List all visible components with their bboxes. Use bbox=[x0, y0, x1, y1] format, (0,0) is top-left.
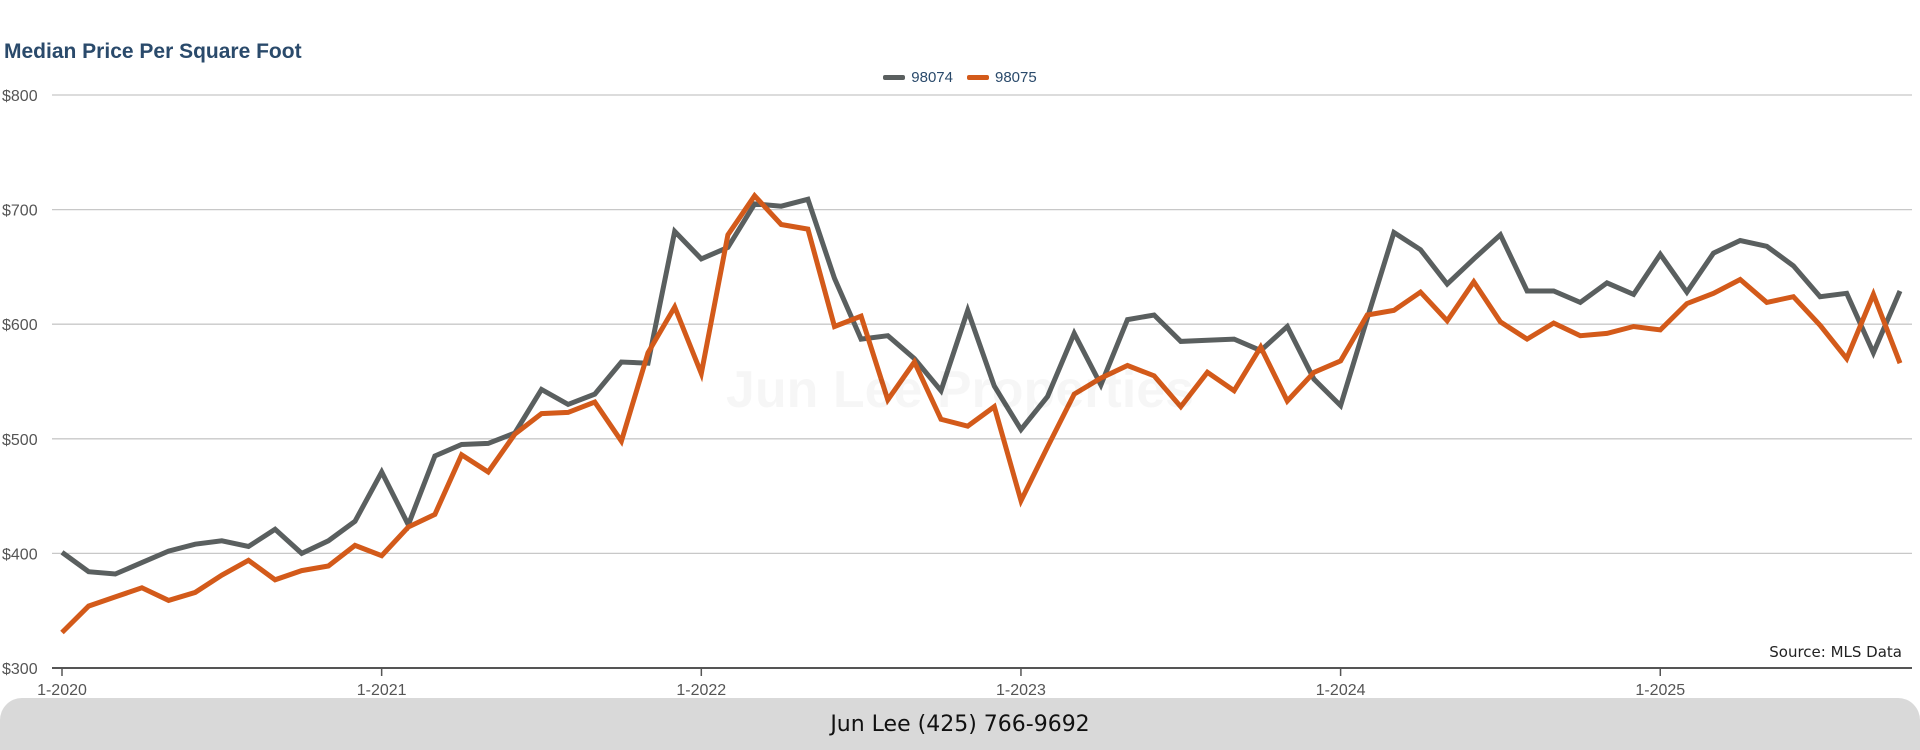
legend-item-98075[interactable]: 98075 bbox=[967, 69, 1037, 86]
source-note: Source: MLS Data bbox=[1769, 643, 1902, 661]
legend-label-98075: 98075 bbox=[995, 69, 1037, 86]
series-line-98074 bbox=[60, 196, 1903, 577]
x-tick-label: 1-2020 bbox=[37, 682, 87, 699]
x-axis-ticks: 1-2020 1-2021 1-2022 1-2023 1-2024 1-2025 bbox=[37, 668, 1685, 699]
x-tick-label: 1-2024 bbox=[1316, 682, 1366, 699]
y-tick-label: $800 bbox=[2, 88, 38, 105]
series-line-98075 bbox=[60, 191, 1903, 635]
grid-lines bbox=[52, 94, 1912, 669]
x-tick-label: 1-2025 bbox=[1635, 682, 1685, 699]
y-tick-label: $300 bbox=[2, 661, 38, 678]
legend-item-98074[interactable]: 98074 bbox=[883, 69, 953, 86]
y-tick-label: $700 bbox=[2, 203, 38, 220]
y-axis-ticks: $300 $400 $500 $600 $700 $800 bbox=[2, 88, 38, 678]
legend-swatch-98075 bbox=[967, 75, 989, 80]
chart-title: Median Price Per Square Foot bbox=[4, 40, 302, 63]
y-tick-label: $600 bbox=[2, 317, 38, 334]
y-tick-label: $400 bbox=[2, 546, 38, 563]
legend: 98074 98075 bbox=[0, 69, 1920, 86]
x-tick-label: 1-2023 bbox=[996, 682, 1046, 699]
y-tick-label: $500 bbox=[2, 432, 38, 449]
legend-label-98074: 98074 bbox=[911, 69, 953, 86]
legend-swatch-98074 bbox=[883, 75, 906, 80]
footer-contact: Jun Lee (425) 766-9692 bbox=[0, 698, 1920, 750]
x-tick-label: 1-2021 bbox=[357, 682, 407, 699]
series-lines bbox=[60, 191, 1903, 635]
x-tick-label: 1-2022 bbox=[676, 682, 726, 699]
